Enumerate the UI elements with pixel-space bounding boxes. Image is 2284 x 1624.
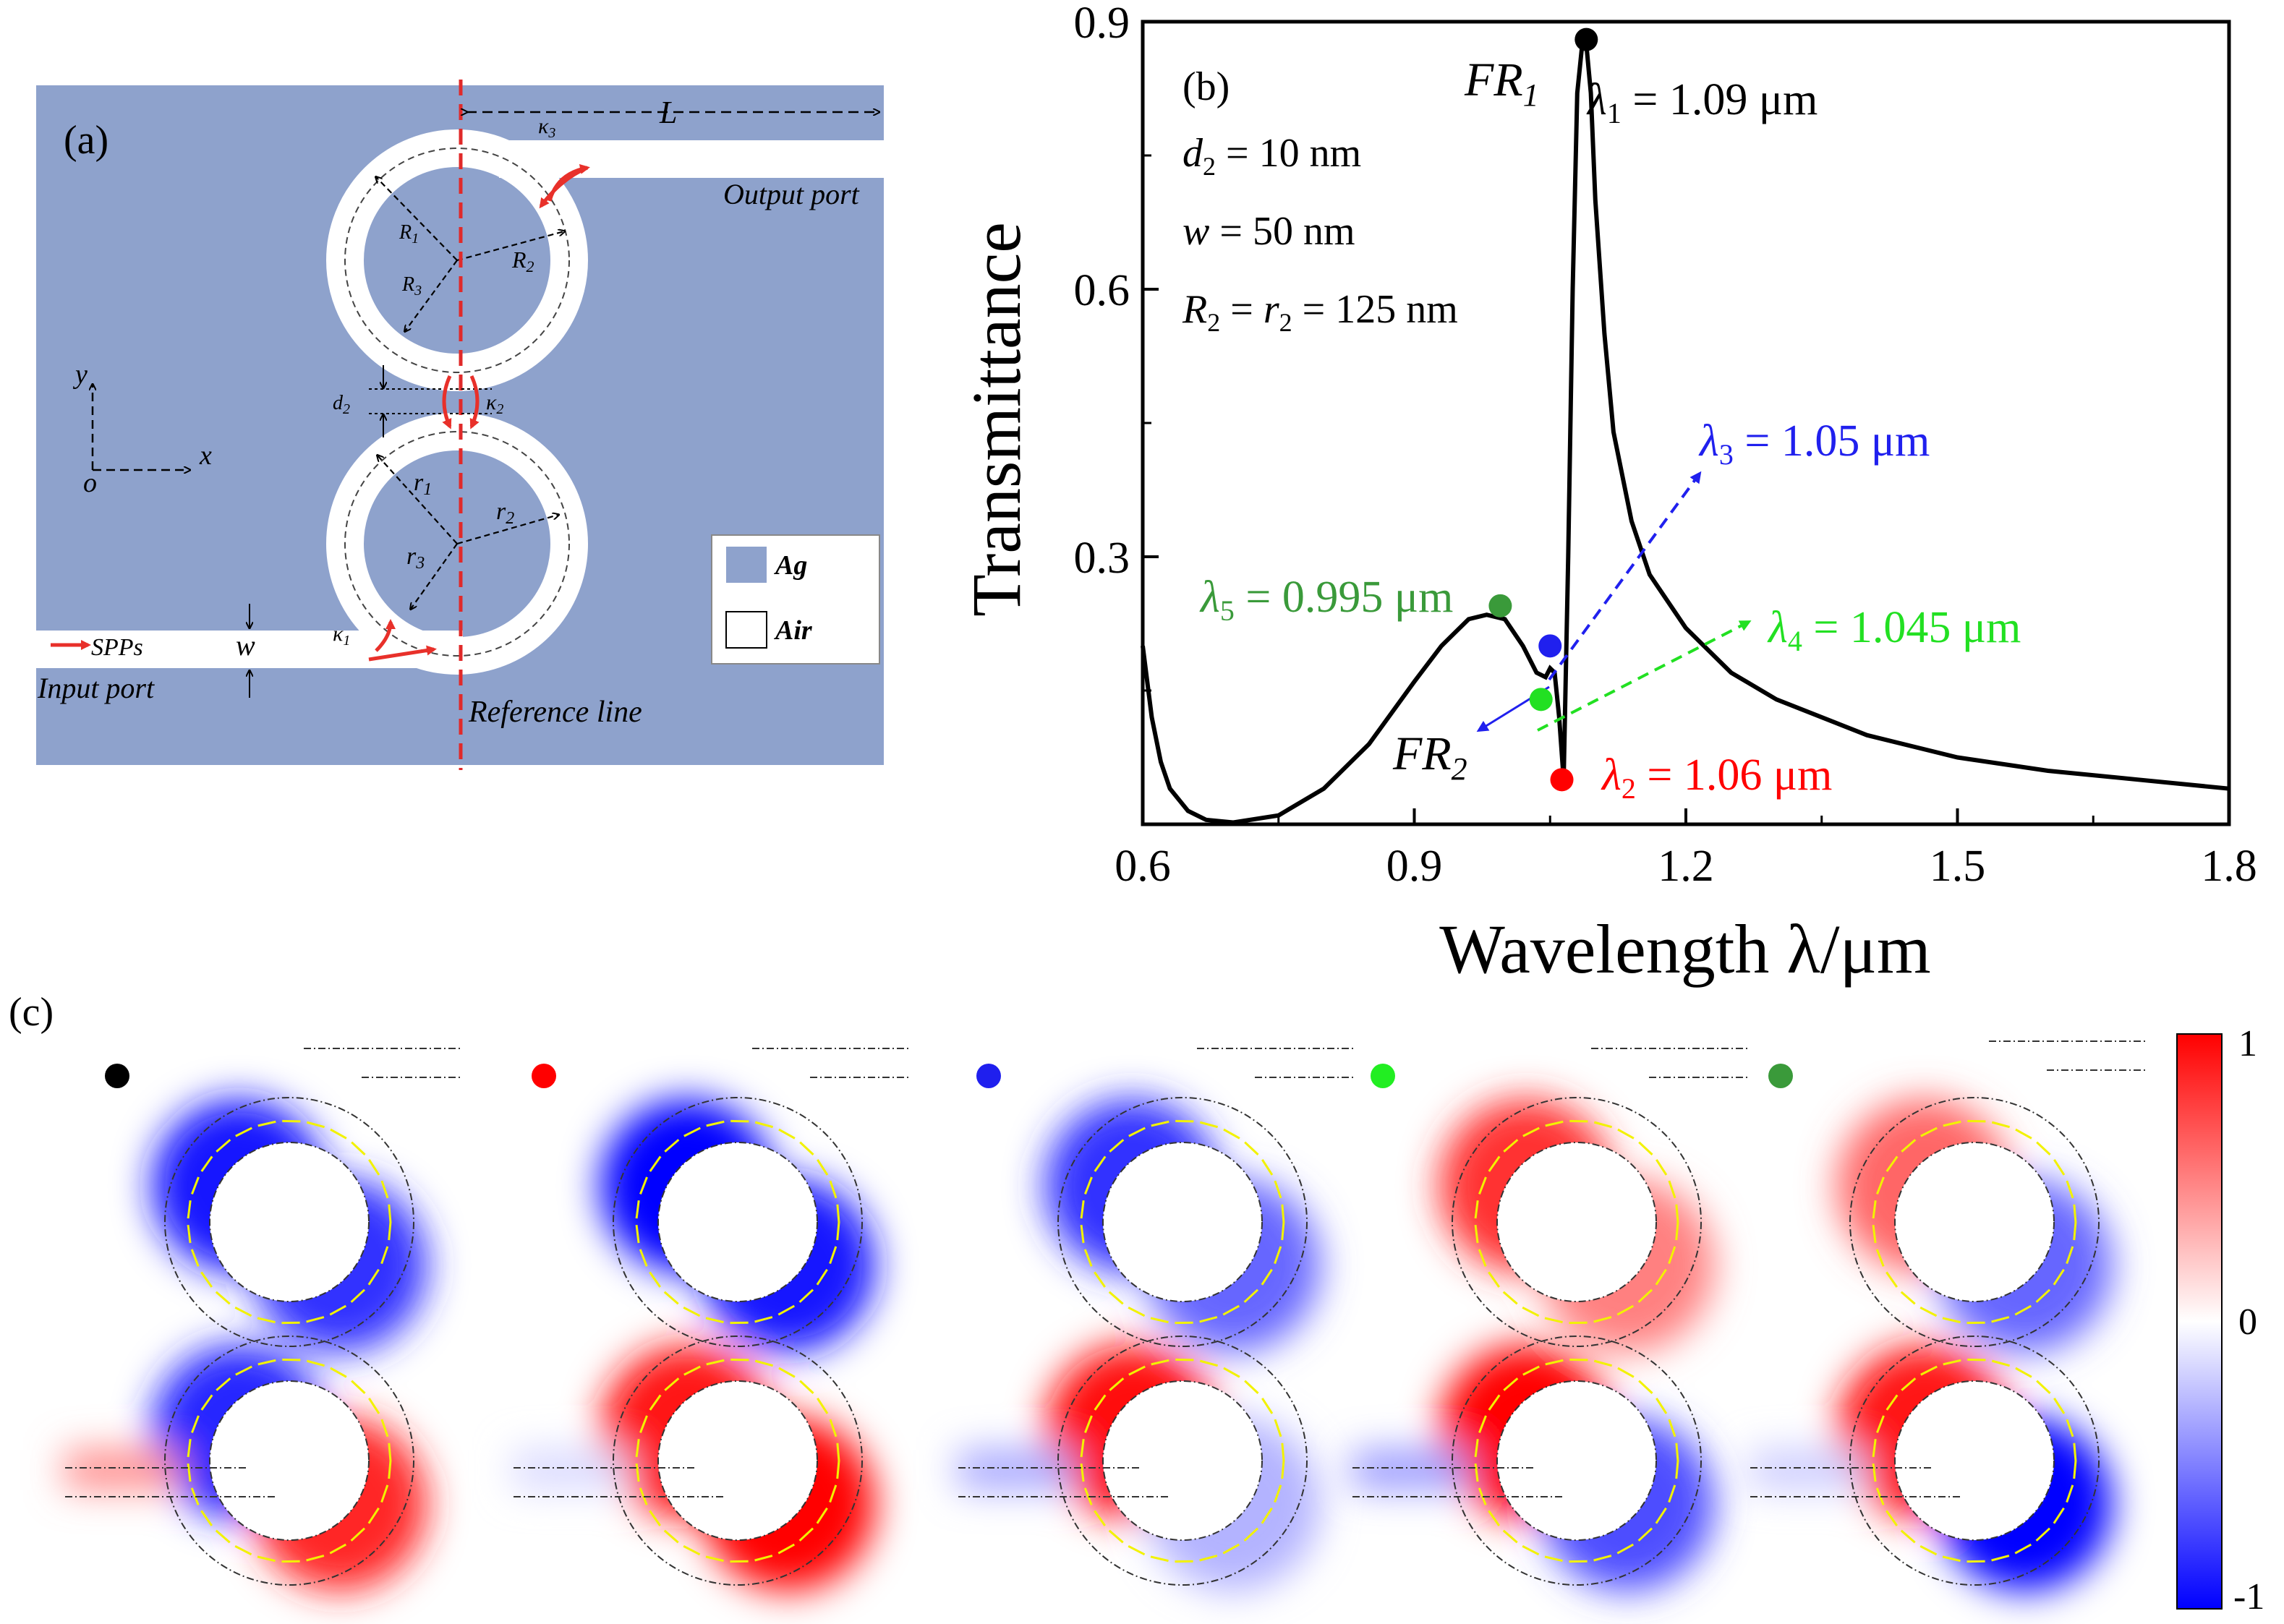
mode-dot	[976, 1064, 1001, 1088]
axis-y-label: y	[72, 359, 88, 390]
y-tick-label: 0.3	[1074, 534, 1130, 583]
x-tick-label: 1.2	[1658, 842, 1714, 891]
fr2-label: FR2	[1392, 727, 1467, 787]
output-port-label: Output port	[723, 178, 860, 210]
field-map-5	[1750, 1040, 2148, 1591]
lambda3-pointer	[1548, 471, 1702, 681]
x-tick-label: 0.9	[1386, 842, 1443, 891]
y-tick-label: 0.6	[1074, 266, 1130, 315]
r1-label: r1	[414, 469, 432, 499]
marker-λ4	[1529, 688, 1553, 711]
field-map-2	[514, 1048, 911, 1591]
output-waveguide	[499, 140, 884, 178]
R3-label: R3	[401, 273, 422, 299]
panel-a-label: (a)	[64, 118, 108, 163]
marker-λ3	[1538, 634, 1562, 658]
k1-label: κ1	[333, 622, 350, 649]
panel-c-label: (c)	[9, 990, 54, 1035]
colorbar-mid: 0	[2238, 1302, 2257, 1343]
lambda5-label: λ5 = 0.995 μm	[1199, 573, 1453, 627]
d2-label: d2	[333, 392, 350, 417]
panel-a: (a) L Output port Input port SPPs w Refe…	[36, 80, 884, 770]
legend-air-label: Air	[774, 615, 813, 646]
lambda4-pointer	[1537, 620, 1752, 732]
transmittance-chart: 0.6 0.9 1.2 1.5 1.80.30.60.9 (b) d2 = 10 nm …	[958, 0, 2257, 988]
k3-label: κ3	[538, 114, 555, 141]
marker-λ5	[1488, 594, 1512, 617]
R1-label: R1	[399, 221, 419, 247]
colorbar-min: -1	[2233, 1576, 2264, 1617]
length-label: L	[659, 95, 677, 130]
param-w: w = 50 nm	[1183, 209, 1355, 254]
fr1-label: FR1	[1464, 54, 1539, 113]
legend-air-swatch	[725, 611, 767, 649]
reference-line-label: Reference line	[468, 696, 642, 729]
spps-label: SPPs	[91, 634, 143, 661]
field-map-4	[1352, 1048, 1750, 1591]
colorbar	[2176, 1033, 2223, 1610]
mode-dot	[1768, 1064, 1793, 1088]
transmittance-series-line	[1141, 39, 2230, 825]
R2-label: R2	[511, 247, 534, 275]
axis-origin-label: o	[83, 468, 97, 498]
r3-label: r3	[406, 543, 425, 573]
lambda3-label: λ3 = 1.05 μm	[1698, 416, 1930, 471]
lambda4-label: λ4 = 1.045 μm	[1767, 603, 2021, 657]
k2-label: κ2	[486, 390, 503, 417]
x-tick-label: 1.5	[1930, 842, 1986, 891]
input-port-label: Input port	[37, 672, 155, 704]
lambda1-label: λ1 = 1.09 μm	[1586, 75, 1818, 129]
legend-ag-label: Ag	[774, 550, 807, 581]
param-d2: d2 = 10 nm	[1183, 131, 1361, 181]
mode-dot	[1371, 1064, 1395, 1088]
x-axis-label: Wavelength λ/μm	[1439, 910, 1930, 988]
field-map-3	[958, 1048, 1356, 1591]
r2-label: r2	[496, 498, 514, 528]
y-axis-label: Transmittance	[958, 222, 1035, 617]
y-tick-label: 0.9	[1074, 0, 1130, 48]
param-R2-r2: R2 = r2 = 125 nm	[1182, 287, 1458, 337]
x-tick-label: 0.6	[1115, 842, 1171, 891]
field-map-1	[65, 1048, 463, 1591]
panel-b-label: (b)	[1183, 64, 1230, 109]
marker-λ1	[1574, 27, 1598, 51]
x-tick-label: 1.8	[2201, 842, 2257, 891]
colorbar-max: 1	[2238, 1023, 2257, 1064]
w-label: w	[236, 629, 255, 662]
legend-ag-swatch	[726, 547, 767, 583]
mode-dot	[532, 1064, 556, 1088]
axis-x-label: x	[199, 440, 212, 471]
mode-dot	[105, 1064, 129, 1088]
marker-λ2	[1550, 768, 1574, 792]
lambda2-label: λ2 = 1.06 μm	[1601, 751, 1832, 805]
panel-c: (c) 1 0 -1	[9, 990, 2264, 1617]
